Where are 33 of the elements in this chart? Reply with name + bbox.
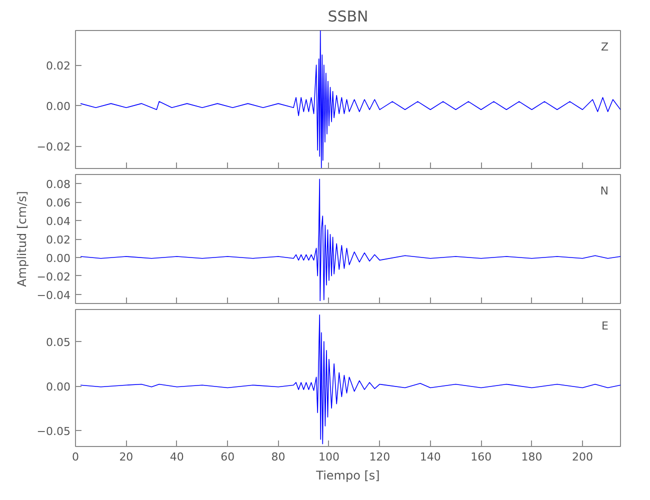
x-tick-label: 0 bbox=[72, 450, 79, 464]
y-axis-title: Amplitud [cm/s] bbox=[14, 191, 29, 287]
y-tick-label: 0.02 bbox=[46, 234, 71, 246]
x-tick-label: 180 bbox=[521, 450, 542, 464]
line-series bbox=[80, 30, 620, 168]
y-tick-label: −0.05 bbox=[36, 424, 71, 438]
y-tick-label: 0.02 bbox=[46, 60, 71, 72]
y-tick-label: −0.02 bbox=[36, 140, 71, 154]
text: N bbox=[600, 184, 609, 198]
y-tick-label: 0.06 bbox=[46, 196, 71, 210]
y-tick-label: 0.08 bbox=[46, 178, 71, 192]
line-series bbox=[80, 314, 620, 444]
y-tick-label: 0.00 bbox=[46, 100, 71, 114]
x-axis-title: Tiempo [s] bbox=[315, 468, 380, 482]
x-tick-label: 200 bbox=[572, 450, 593, 464]
y-tick-label: 0.05 bbox=[46, 336, 71, 350]
y-tick-label: 0.00 bbox=[46, 252, 71, 265]
line-series bbox=[80, 178, 620, 302]
x-tick-label: 40 bbox=[170, 450, 184, 464]
y-tick-label: 0.00 bbox=[46, 380, 71, 394]
x-tick-label: 120 bbox=[369, 450, 390, 464]
text: E bbox=[602, 320, 609, 332]
y-tick-label: 0.04 bbox=[46, 215, 71, 228]
x-tick-label: 100 bbox=[318, 450, 340, 464]
text: Z bbox=[600, 40, 609, 54]
y-tick-label: −0.02 bbox=[36, 270, 71, 284]
x-tick-label: 60 bbox=[220, 450, 235, 464]
x-tick-label: 140 bbox=[420, 450, 441, 464]
x-tick-label: 80 bbox=[271, 450, 286, 464]
chart-title: SSBN bbox=[328, 8, 368, 26]
x-tick-label: 160 bbox=[470, 450, 492, 464]
y-tick-label: −0.04 bbox=[36, 288, 71, 302]
x-tick-label: 20 bbox=[119, 450, 134, 464]
